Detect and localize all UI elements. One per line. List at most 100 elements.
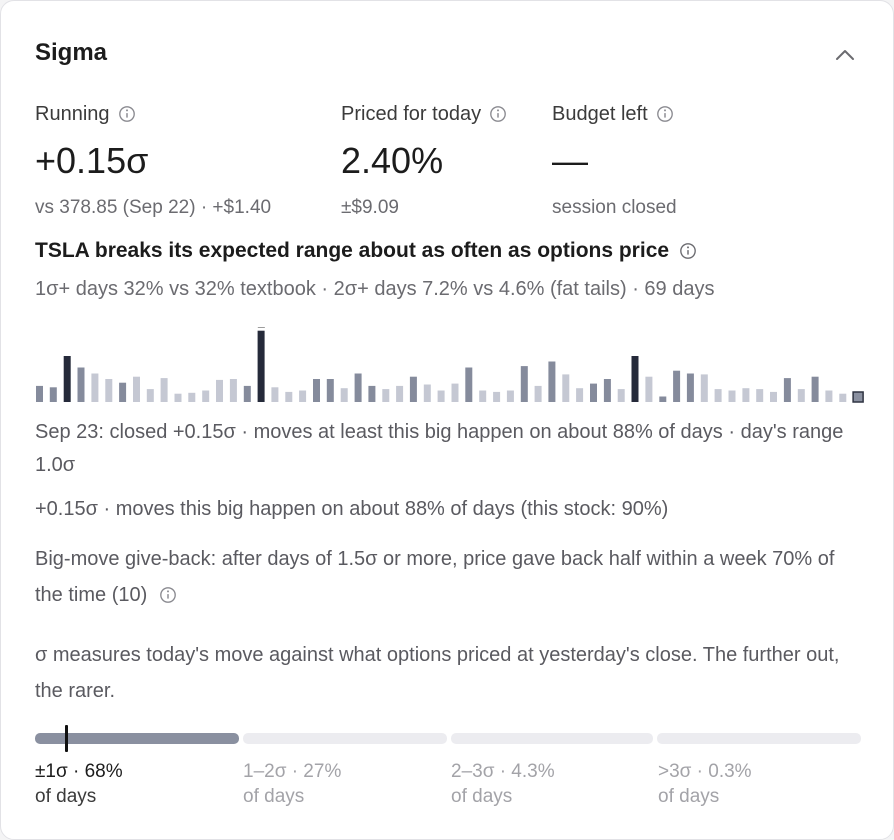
sigma-bar[interactable] xyxy=(548,361,556,403)
sigma-bar[interactable] xyxy=(229,379,237,402)
sigma-bar[interactable] xyxy=(257,330,265,402)
sigma-bar[interactable] xyxy=(783,378,791,402)
stat-sub: vs 378.85 (Sep 22) · +$1.40 xyxy=(35,197,272,218)
sigma-bar[interactable] xyxy=(770,391,777,402)
sigma-bar[interactable] xyxy=(603,379,611,402)
sigma-bar[interactable] xyxy=(409,376,417,402)
giveback-text: Big-move give-back: after days of 1.5σ o… xyxy=(35,548,835,606)
sigma-bar[interactable] xyxy=(216,379,223,402)
info-icon[interactable] xyxy=(159,586,177,604)
sigma-bar[interactable] xyxy=(811,376,819,402)
sigma-bar[interactable] xyxy=(36,385,43,402)
current-sigma-marker xyxy=(65,725,68,752)
bucket-track-1sigma xyxy=(35,733,239,744)
sigma-bar[interactable] xyxy=(77,367,85,403)
stat-value: 2.40% xyxy=(341,140,444,181)
card-title: Sigma xyxy=(35,39,108,66)
stat-value: +0.15σ xyxy=(35,140,149,181)
sigma-bar[interactable] xyxy=(437,390,445,403)
bucket-track-2sigma xyxy=(243,733,447,744)
sigma-bar[interactable] xyxy=(285,391,293,402)
stat-sub: ±$9.09 xyxy=(341,197,399,218)
bucket-1sigma: ±1σ · 68% of days xyxy=(35,759,123,809)
sigma-bar[interactable] xyxy=(174,393,182,402)
stat-value: — xyxy=(552,140,588,181)
sigma-bar[interactable] xyxy=(797,389,805,402)
bucket-sub: of days xyxy=(658,786,720,807)
today-bar[interactable] xyxy=(852,391,864,403)
giveback-line: Big-move give-back: after days of 1.5σ o… xyxy=(35,541,865,613)
sigma-bar[interactable] xyxy=(354,373,362,403)
sigma-bar[interactable] xyxy=(714,389,722,402)
stat-label: Priced for today xyxy=(341,102,482,125)
sigma-bar[interactable] xyxy=(326,379,334,402)
info-icon[interactable] xyxy=(656,105,674,123)
sigma-bar[interactable] xyxy=(160,378,168,402)
sigma-bar[interactable] xyxy=(645,376,653,402)
info-icon[interactable] xyxy=(679,242,697,260)
sigma-bar[interactable] xyxy=(728,390,736,403)
bucket-sub: of days xyxy=(35,786,97,807)
sigma-bar[interactable] xyxy=(202,390,210,403)
sigma-bar[interactable] xyxy=(493,391,501,402)
stat-label: Running xyxy=(35,102,110,125)
sigma-bar[interactable] xyxy=(506,390,514,403)
range-heading-text: TSLA breaks its expected range about as … xyxy=(35,239,670,262)
sigma-bar[interactable] xyxy=(119,382,127,402)
sigma-bar[interactable] xyxy=(340,388,348,402)
bucket-sub: of days xyxy=(451,786,513,807)
bucket-3sigma: 2–3σ · 4.3% of days xyxy=(451,759,555,809)
sigma-bar[interactable] xyxy=(243,385,251,402)
sigma-bar[interactable] xyxy=(617,389,625,402)
sigma-bar[interactable] xyxy=(520,366,528,402)
sigma-bar[interactable] xyxy=(562,374,570,402)
sigma-bar[interactable] xyxy=(133,376,140,402)
sigma-bar[interactable] xyxy=(631,356,639,402)
sigma-bar[interactable] xyxy=(686,373,694,403)
sigma-bar[interactable] xyxy=(742,388,750,402)
sigma-bar[interactable] xyxy=(479,390,487,403)
bucket-over-3sigma: >3σ · 0.3% of days xyxy=(658,759,752,809)
stat-label: Budget left xyxy=(552,102,648,125)
stat-sub: session closed xyxy=(552,197,677,218)
sigma-bar[interactable] xyxy=(146,389,154,402)
sigma-bar[interactable] xyxy=(756,389,764,402)
sigma-bar[interactable] xyxy=(839,393,847,402)
sigma-bar[interactable] xyxy=(659,396,667,403)
sigma-bar[interactable] xyxy=(825,390,833,403)
sigma-bar[interactable] xyxy=(91,373,99,403)
bucket-label: 1–2σ · 27% xyxy=(243,761,342,782)
bucket-label: ±1σ · 68% xyxy=(35,761,123,782)
bucket-label: 2–3σ · 4.3% xyxy=(451,761,555,782)
sigma-bar[interactable] xyxy=(313,379,320,402)
sigma-bar[interactable] xyxy=(105,379,113,402)
sigma-bar[interactable] xyxy=(423,384,431,403)
sigma-bar[interactable] xyxy=(382,389,390,402)
sigma-bar[interactable] xyxy=(49,387,57,402)
sigma-bar[interactable] xyxy=(368,385,376,402)
sigma-bar[interactable] xyxy=(63,356,71,402)
sigma-bar[interactable] xyxy=(465,367,473,403)
sigma-bar[interactable] xyxy=(451,383,459,402)
sigma-bar[interactable] xyxy=(576,388,584,402)
sigma-bar[interactable] xyxy=(534,385,542,402)
sigma-bar[interactable] xyxy=(590,383,597,402)
bucket-2sigma: 1–2σ · 27% of days xyxy=(243,759,341,809)
sigma-bar[interactable] xyxy=(396,385,404,402)
sigma-bar[interactable] xyxy=(271,387,279,402)
sigma-bar[interactable] xyxy=(188,392,196,402)
bucket-label: >3σ · 0.3% xyxy=(658,761,752,782)
stat-budget-left: Budget left — session closed xyxy=(552,101,677,219)
bucket-track-3sigma xyxy=(451,733,653,744)
stat-running: Running +0.15σ vs 378.85 (Sep 22) · +$1.… xyxy=(35,101,271,219)
info-icon[interactable] xyxy=(489,105,507,123)
earnings-marker: E xyxy=(257,327,266,331)
day-detail-line: Sep 23: closed +0.15σ · moves at least t… xyxy=(35,421,844,476)
chevron-up-icon[interactable] xyxy=(833,43,857,67)
info-icon[interactable] xyxy=(118,105,136,123)
sigma-bar[interactable] xyxy=(700,374,708,402)
sigma-bar[interactable] xyxy=(673,370,681,402)
sigma-bar[interactable] xyxy=(299,390,307,403)
bucket-track-over-3sigma xyxy=(657,733,861,744)
